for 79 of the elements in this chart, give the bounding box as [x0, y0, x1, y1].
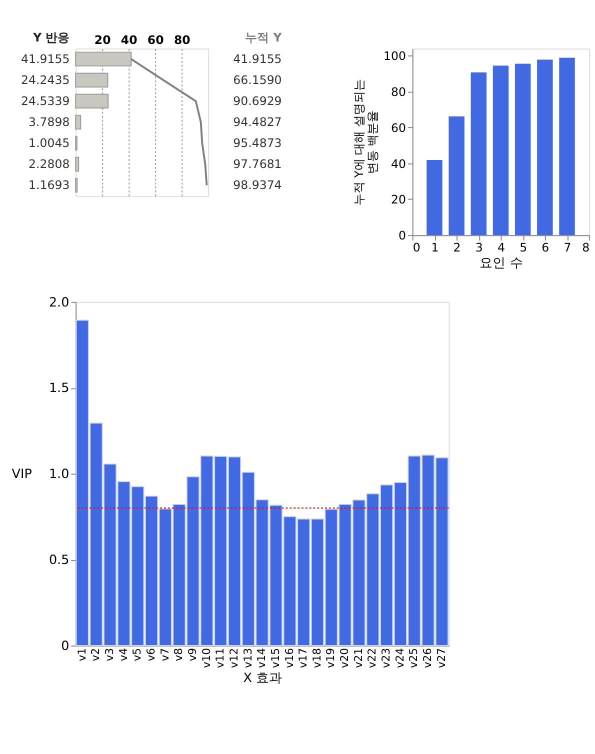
y-tick-label: 2.0 — [48, 295, 70, 310]
x-tick-label: 3 — [475, 240, 483, 254]
x-tick-label: 5 — [520, 240, 528, 254]
y-tick-label: 20 — [391, 192, 406, 207]
x-tick-label: v2 — [89, 648, 102, 662]
x-tick-label: v16 — [282, 648, 296, 668]
bar — [492, 66, 509, 236]
bar — [426, 160, 442, 236]
data-label: 66.1590 — [233, 73, 282, 88]
bar — [470, 72, 487, 236]
bar — [514, 64, 531, 236]
x-tick-label: v23 — [380, 648, 393, 668]
y-tick-label: 1.0 — [48, 467, 70, 482]
x-tick-label: v24 — [393, 648, 406, 668]
x-tick-label: v21 — [352, 648, 365, 668]
data-label: 24.5339 — [21, 94, 70, 108]
x-tick-label: 0 — [412, 240, 420, 254]
series-label: Y 반응 — [32, 30, 70, 45]
x-tick-label: v7 — [158, 648, 172, 662]
bar — [75, 114, 82, 130]
x-tick-label: 6 — [542, 240, 550, 254]
x-tick-label: 8 — [582, 240, 590, 254]
data-label: 1.1693 — [28, 178, 70, 192]
x-tick-label: v1 — [75, 648, 88, 662]
x-tick-label: v20 — [338, 648, 352, 668]
y-axis-title: 누적 Y에 대해 설명되는 변동 백분율 — [352, 79, 380, 206]
y-tick-label: 80 — [391, 85, 406, 100]
x-tick-label: v9 — [186, 648, 199, 662]
x-tick-label: v18 — [310, 648, 324, 668]
x-tick-label: 60 — [147, 33, 164, 48]
x-tick-label: 80 — [174, 33, 190, 48]
x-tick-label: v27 — [434, 648, 448, 668]
bar — [75, 156, 80, 172]
x-tick-label: v5 — [130, 648, 144, 662]
data-label: 2.2808 — [28, 157, 70, 172]
y-axis-title: VIP — [12, 467, 32, 482]
data-label: 24.2435 — [21, 73, 70, 88]
x-tick-label: v3 — [102, 648, 116, 662]
data-label: 98.9374 — [233, 178, 282, 192]
y-tick-label: 100 — [384, 49, 406, 64]
x-axis-title: X 효과 — [243, 670, 282, 686]
x-tick-label: v19 — [324, 648, 338, 668]
y-tick-label: 0.5 — [48, 553, 70, 568]
bar — [559, 58, 575, 236]
x-tick-label: 20 — [94, 33, 111, 48]
data-label: 97.7681 — [233, 157, 282, 172]
y-tick-label: 40 — [391, 156, 406, 171]
x-tick-label: v22 — [366, 648, 379, 668]
data-label: 95.4873 — [233, 136, 282, 150]
bar — [448, 116, 464, 236]
data-label: 94.4827 — [233, 115, 282, 130]
data-label: 90.6929 — [233, 94, 282, 108]
x-tick-label: v10 — [200, 648, 213, 668]
x-tick-label: v13 — [241, 648, 254, 668]
data-label: 41.9155 — [21, 52, 70, 66]
x-tick-label: v4 — [116, 648, 130, 662]
y-tick-label: 1.5 — [48, 381, 70, 396]
x-tick-label: v14 — [255, 648, 268, 668]
x-tick-label: v26 — [421, 648, 434, 668]
x-tick-label: 40 — [120, 33, 138, 48]
x-tick-label: v12 — [227, 648, 240, 668]
y-tick-label: 60 — [391, 120, 406, 135]
x-tick-label: v6 — [144, 648, 158, 662]
x-tick-label: 2 — [453, 240, 461, 254]
y-tick-label: 0 — [398, 228, 406, 243]
bar — [537, 60, 553, 236]
x-tick-label: 4 — [497, 240, 505, 254]
x-tick-label: v8 — [172, 648, 186, 662]
x-tick-label: v17 — [296, 648, 310, 668]
x-axis-title: 요인 수 — [480, 256, 523, 272]
data-label: 1.0045 — [28, 136, 70, 150]
data-label: 3.7898 — [28, 115, 70, 130]
text: 누적 Y — [245, 30, 282, 45]
x-tick-label: 7 — [564, 240, 572, 254]
x-tick-label: v15 — [268, 648, 282, 668]
x-tick-label: 1 — [431, 240, 439, 254]
x-tick-label: v11 — [214, 648, 227, 668]
data-label: 41.9155 — [233, 52, 282, 66]
x-tick-label: v25 — [407, 648, 420, 668]
